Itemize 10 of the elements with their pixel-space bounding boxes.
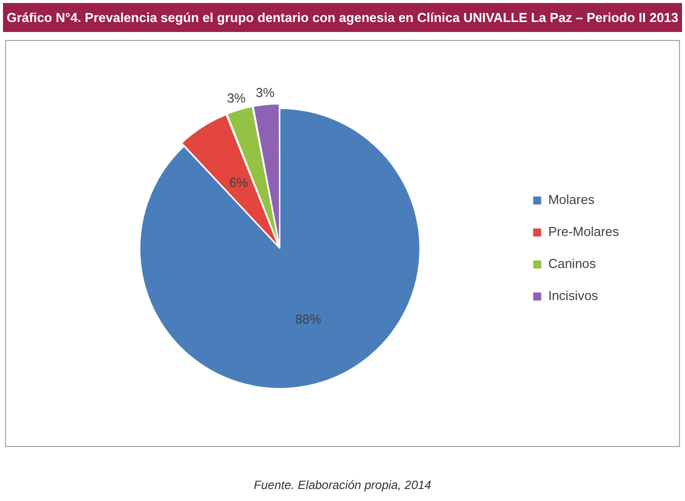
data-label: 88%	[295, 312, 322, 327]
data-label: 3%	[226, 90, 246, 106]
data-label: 3%	[256, 84, 276, 100]
legend-label: Pre-Molares	[548, 224, 620, 240]
legend-label: Molares	[548, 192, 595, 208]
legend-label: Caninos	[548, 256, 596, 272]
data-label: 6%	[229, 175, 248, 190]
source-note: Fuente. Elaboración propia, 2014	[252, 478, 432, 492]
chart-title: Gráfico N°4. Prevalencia según el grupo dentario con agenesia en Clínica UNIVALLE La Paz – Periodo II 2013	[3, 3, 682, 32]
legend-label: Incisivos	[548, 288, 599, 304]
